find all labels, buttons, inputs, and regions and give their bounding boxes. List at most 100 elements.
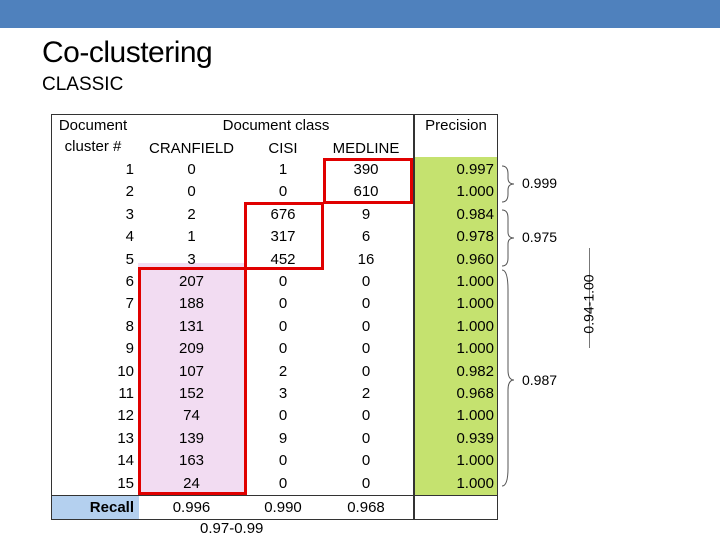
medline-count: 2 xyxy=(361,385,371,402)
cranfield-count: 107 xyxy=(178,362,205,380)
cisi-count: 317 xyxy=(270,228,296,246)
cluster-number: 7 xyxy=(125,295,134,313)
medline-count: 0 xyxy=(361,362,371,380)
cluster-number: 11 xyxy=(118,385,134,402)
precision-value: 1.000 xyxy=(456,183,494,201)
cluster-number: 3 xyxy=(125,205,134,223)
cluster-number: 9 xyxy=(125,340,134,358)
recall-label: Recall xyxy=(89,499,134,516)
cranfield-count: 152 xyxy=(178,385,205,402)
precision-highlight xyxy=(414,157,498,495)
cranfield-count: 0 xyxy=(187,183,196,201)
brace-icon xyxy=(501,209,515,267)
vertical-range-label: 0.94-1.00 xyxy=(580,274,597,334)
cluster-number: 10 xyxy=(117,362,134,380)
precision-value: 1.000 xyxy=(456,452,494,470)
cranfield-count: 139 xyxy=(178,429,205,447)
cisi-count: 0 xyxy=(278,273,288,290)
precision-value: 0.982 xyxy=(456,362,494,380)
cranfield-count: 207 xyxy=(178,273,205,290)
medline-count: 6 xyxy=(361,228,371,246)
medline-count: 0 xyxy=(361,407,371,425)
recall-label-bg xyxy=(51,495,139,520)
contingency-table: Document cluster # Document class CRANFI… xyxy=(51,114,415,520)
col-header-medline: MEDLINE xyxy=(332,140,400,157)
precision-value: 0.968 xyxy=(456,385,494,402)
medline-count: 610 xyxy=(353,183,379,201)
cranfield-cluster-box xyxy=(138,267,247,495)
cranfield-count: 163 xyxy=(178,452,205,470)
cisi-count: 3 xyxy=(278,385,288,402)
precision-value: 1.000 xyxy=(456,340,494,358)
medline-count: 0 xyxy=(361,317,371,335)
slide-subtitle: CLASSIC xyxy=(42,74,124,95)
doc-cluster-header-1: Document xyxy=(58,117,128,134)
cluster-number: 15 xyxy=(117,474,134,492)
cisi-count: 452 xyxy=(270,250,296,268)
cisi-count: 0 xyxy=(278,474,288,492)
cisi-count: 0 xyxy=(278,340,288,358)
vertical-divider xyxy=(589,248,590,348)
precision-value: 0.984 xyxy=(456,205,494,223)
cluster-number: 5 xyxy=(125,250,134,268)
medline-count: 0 xyxy=(361,295,371,313)
brace-icon xyxy=(501,269,515,487)
precision-value: 1.000 xyxy=(456,295,494,313)
doc-cluster-header-2: cluster # xyxy=(64,138,122,155)
cisi-count: 0 xyxy=(278,407,288,425)
medline-count: 390 xyxy=(353,161,379,178)
precision-value: 0.939 xyxy=(456,429,494,447)
cisi-count: 9 xyxy=(278,429,288,447)
cisi-cluster-box xyxy=(244,202,324,270)
doc-class-header: Document class xyxy=(222,117,330,134)
medline-count: 0 xyxy=(361,474,371,492)
cisi-count: 1 xyxy=(278,161,288,178)
brace-label-0975: 0.975 xyxy=(522,229,558,245)
recall-divider xyxy=(51,495,414,496)
col-header-cranfield: CRANFIELD xyxy=(148,140,234,157)
cranfield-count: 131 xyxy=(178,317,205,335)
precision-value: 1.000 xyxy=(456,474,494,492)
cluster-number: 2 xyxy=(125,183,134,201)
cluster-number: 13 xyxy=(117,429,134,447)
cisi-count: 0 xyxy=(278,317,288,335)
precision-value: 1.000 xyxy=(456,317,494,335)
medline-count: 16 xyxy=(357,250,375,268)
precision-column: Precision 0.997 1.000 0.984 0.978 0.960 1.000… xyxy=(414,114,498,520)
cisi-count: 0 xyxy=(278,452,288,470)
cranfield-count: 3 xyxy=(187,250,196,268)
cranfield-count: 188 xyxy=(178,295,205,313)
cluster-number: 14 xyxy=(117,452,134,470)
recall-cranfield: 0.996 xyxy=(172,499,211,516)
col-header-cisi: CISI xyxy=(268,140,298,157)
medline-count: 0 xyxy=(361,340,371,358)
precision-value: 0.997 xyxy=(456,161,494,178)
precision-value: 0.960 xyxy=(456,250,494,268)
precision-value: 0.978 xyxy=(456,228,494,246)
recall-cisi: 0.990 xyxy=(264,499,302,516)
brace-label-0987: 0.987 xyxy=(522,372,558,388)
cranfield-count: 209 xyxy=(178,340,205,358)
precision-value: 1.000 xyxy=(456,407,494,425)
cranfield-count: 1 xyxy=(187,228,196,246)
medline-count: 9 xyxy=(361,205,371,223)
cranfield-count: 24 xyxy=(183,474,200,492)
cranfield-count: 0 xyxy=(187,161,196,178)
cisi-count: 0 xyxy=(278,183,288,201)
medline-count: 0 xyxy=(361,452,371,470)
precision-header: Precision xyxy=(425,117,487,134)
cluster-number: 6 xyxy=(125,273,134,290)
recall-range-label: 0.97-0.99 xyxy=(200,520,264,537)
table-border xyxy=(51,114,414,520)
precision-border xyxy=(414,114,498,520)
recall-medline: 0.968 xyxy=(347,499,385,516)
slide-title: Co-clustering xyxy=(42,36,213,69)
cisi-count: 2 xyxy=(278,362,288,380)
cranfield-count: 74 xyxy=(183,407,200,425)
cisi-count: 676 xyxy=(270,205,296,223)
cluster-number: 1 xyxy=(125,161,134,178)
cranfield-count: 2 xyxy=(187,205,196,223)
precision-braces xyxy=(501,165,515,487)
cranfield-highlight xyxy=(138,263,245,495)
brace-label-0999: 0.999 xyxy=(522,175,558,191)
